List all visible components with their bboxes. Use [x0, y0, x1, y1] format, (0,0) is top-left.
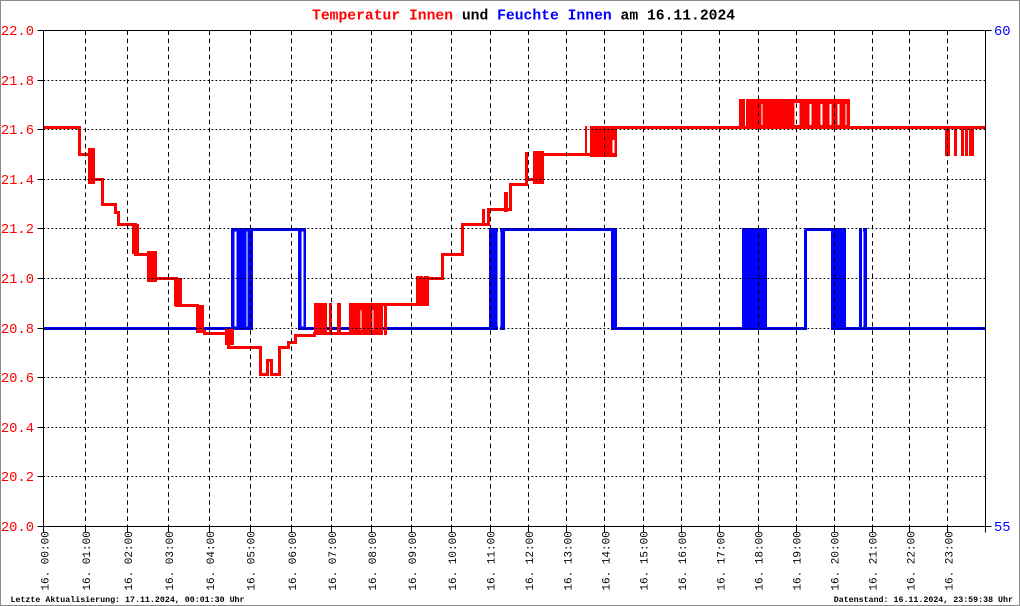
svg-text:16. 05:00: 16. 05:00: [247, 531, 259, 590]
svg-text:16. 10:00: 16. 10:00: [448, 531, 460, 590]
svg-text:22.0: 22.0: [1, 25, 34, 40]
svg-text:16. 15:00: 16. 15:00: [640, 531, 652, 590]
svg-text:16. 08:00: 16. 08:00: [368, 531, 380, 590]
svg-text:20.8: 20.8: [1, 323, 34, 338]
svg-text:16. 11:00: 16. 11:00: [487, 531, 499, 590]
svg-text:16. 04:00: 16. 04:00: [206, 531, 218, 590]
svg-text:21.2: 21.2: [1, 223, 34, 238]
svg-text:16. 14:00: 16. 14:00: [601, 531, 613, 590]
svg-text:16. 09:00: 16. 09:00: [408, 531, 420, 590]
svg-text:Letzte Aktualisierung: 17.11.2: Letzte Aktualisierung: 17.11.2024, 00:01…: [11, 595, 245, 605]
svg-text:16. 23:00: 16. 23:00: [944, 531, 956, 590]
svg-text:60: 60: [994, 25, 1011, 40]
svg-text:16. 06:00: 16. 06:00: [288, 531, 300, 590]
svg-text:16. 12:00: 16. 12:00: [525, 531, 537, 590]
svg-text:Temperatur Innen und Feuchte I: Temperatur Innen und Feuchte Innen am 16…: [312, 9, 735, 25]
svg-text:20.2: 20.2: [1, 471, 34, 486]
svg-text:16. 16:00: 16. 16:00: [678, 531, 690, 590]
svg-text:55: 55: [994, 521, 1011, 536]
svg-text:16. 17:00: 16. 17:00: [716, 531, 728, 590]
svg-text:16. 22:00: 16. 22:00: [906, 531, 918, 590]
svg-text:20.4: 20.4: [1, 422, 34, 437]
svg-text:16. 19:00: 16. 19:00: [792, 531, 804, 590]
svg-text:21.8: 21.8: [1, 75, 34, 90]
svg-text:21.0: 21.0: [1, 273, 34, 288]
svg-text:16. 00:00: 16. 00:00: [40, 531, 52, 590]
svg-text:16. 03:00: 16. 03:00: [165, 531, 177, 590]
svg-text:Datenstand: 16.11.2024, 23:59:: Datenstand: 16.11.2024, 23:59:38 Uhr: [834, 595, 1013, 605]
svg-text:20.0: 20.0: [1, 521, 34, 536]
svg-text:16. 18:00: 16. 18:00: [755, 531, 767, 590]
svg-text:16. 07:00: 16. 07:00: [328, 531, 340, 590]
svg-text:16. 01:00: 16. 01:00: [82, 531, 94, 590]
svg-text:20.6: 20.6: [1, 372, 34, 387]
svg-text:16. 13:00: 16. 13:00: [563, 531, 575, 590]
svg-text:16. 20:00: 16. 20:00: [831, 531, 843, 590]
svg-text:21.4: 21.4: [1, 174, 34, 189]
svg-text:16. 02:00: 16. 02:00: [124, 531, 136, 590]
svg-text:21.6: 21.6: [1, 124, 34, 139]
svg-text:16. 21:00: 16. 21:00: [868, 531, 880, 590]
